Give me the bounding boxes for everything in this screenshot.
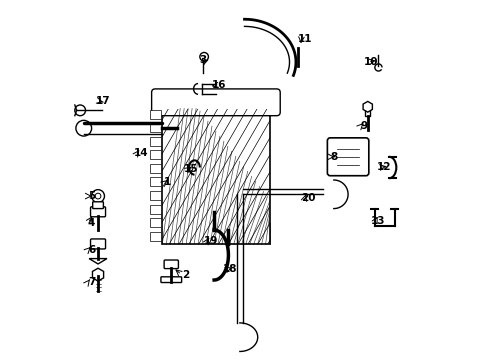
Text: 16: 16 [212, 80, 226, 90]
Bar [365, 109, 369, 116]
Text: 5: 5 [88, 191, 95, 201]
Bar [149, 232, 160, 241]
Text: 18: 18 [223, 264, 237, 274]
Text: 6: 6 [88, 245, 95, 255]
Bar [149, 150, 160, 159]
Text: 11: 11 [297, 34, 312, 44]
Text: 9: 9 [360, 121, 367, 131]
Bar [162, 109, 269, 244]
Text: 7: 7 [88, 277, 95, 287]
Text: 2: 2 [182, 270, 189, 280]
FancyBboxPatch shape [161, 277, 181, 283]
Bar [162, 109, 269, 244]
Bar [149, 218, 160, 227]
Text: 14: 14 [133, 148, 148, 158]
FancyBboxPatch shape [90, 239, 105, 249]
Text: 3: 3 [200, 55, 206, 65]
FancyBboxPatch shape [326, 138, 368, 176]
Text: 10: 10 [364, 57, 378, 67]
Text: 4: 4 [88, 218, 95, 228]
Bar [149, 164, 160, 173]
Bar [149, 123, 160, 132]
Bar [149, 204, 160, 213]
Bar [149, 191, 160, 200]
FancyBboxPatch shape [90, 207, 105, 217]
Text: 13: 13 [370, 216, 385, 226]
Bar [149, 177, 160, 186]
Bar [149, 137, 160, 146]
FancyBboxPatch shape [151, 89, 280, 116]
FancyBboxPatch shape [93, 202, 103, 208]
Text: 8: 8 [329, 152, 337, 162]
Bar [149, 110, 160, 118]
FancyBboxPatch shape [164, 260, 178, 269]
Text: 1: 1 [164, 177, 171, 187]
Text: 12: 12 [376, 162, 390, 172]
Text: 19: 19 [203, 236, 217, 246]
Text: 20: 20 [301, 193, 315, 203]
Text: 17: 17 [96, 96, 110, 107]
Text: 15: 15 [183, 164, 198, 174]
